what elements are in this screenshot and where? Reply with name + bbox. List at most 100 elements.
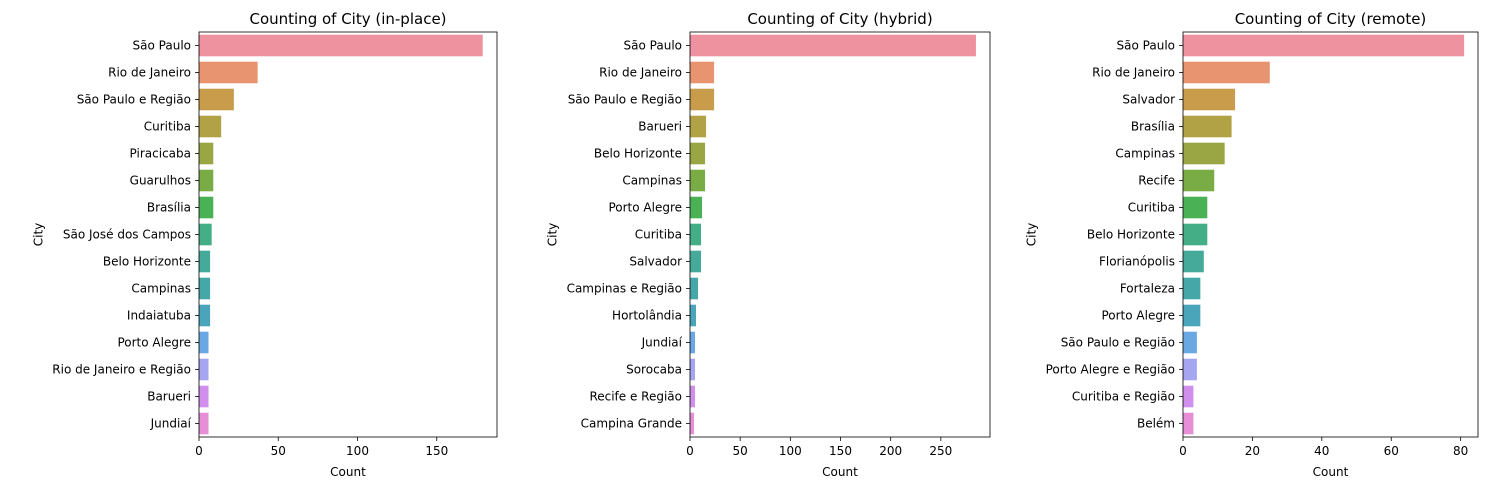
bar [690, 61, 715, 84]
x-tick-label: 40 [1314, 444, 1329, 458]
bar [1183, 412, 1194, 435]
bar [690, 412, 695, 435]
y-tick-label: Porto Alegre [1101, 309, 1175, 323]
x-axis-label: Count [330, 465, 366, 479]
y-tick-label: Rio de Janeiro e Região [52, 363, 191, 377]
bar [1183, 142, 1225, 165]
bar [199, 196, 214, 219]
y-tick-label: Florianópolis [1099, 255, 1175, 269]
bar [1183, 169, 1215, 192]
y-tick-label: Barueri [638, 120, 682, 134]
y-tick-label: Campina Grande [581, 417, 682, 431]
y-tick-label: Rio de Janeiro [1092, 66, 1175, 80]
x-tick-label: 0 [686, 444, 694, 458]
bar [199, 88, 234, 111]
x-tick-label: 50 [733, 444, 748, 458]
y-tick-label: Curitiba [144, 120, 191, 134]
y-tick-label: Brasília [147, 201, 191, 215]
bar [199, 277, 211, 300]
y-tick-label: Campinas e Região [567, 282, 682, 296]
y-tick-label: São Paulo [624, 39, 682, 53]
y-tick-label: Jundiaí [641, 336, 683, 350]
x-axis-label: Count [822, 465, 858, 479]
bar [690, 169, 706, 192]
chart-title: Counting of City (in-place) [249, 10, 446, 28]
bar [1183, 115, 1232, 138]
y-tick-label: Brasília [1131, 120, 1175, 134]
chart-panel-2: São Paulo Rio de Janeiro Salvador Brasília C… [1025, 10, 1479, 479]
bar [1183, 304, 1201, 327]
x-tick-label: 80 [1453, 444, 1468, 458]
chart-title: Counting of City (hybrid) [747, 10, 932, 28]
y-tick-label: São Paulo [1117, 39, 1175, 53]
bar [690, 358, 696, 381]
y-tick-label: Rio de Janeiro [108, 66, 191, 80]
bar [1183, 331, 1197, 354]
y-tick-label: Fortaleza [1120, 282, 1175, 296]
bar [1183, 61, 1270, 84]
bar [690, 88, 715, 111]
bar [199, 385, 209, 408]
y-tick-label: Campinas [131, 282, 191, 296]
x-tick-label: 50 [271, 444, 286, 458]
bar [1183, 223, 1208, 246]
x-tick-label: 20 [1245, 444, 1260, 458]
bar [690, 223, 702, 246]
bar [1183, 250, 1204, 273]
bar [690, 115, 707, 138]
bar [199, 358, 209, 381]
bar [1183, 358, 1197, 381]
bar [199, 250, 211, 273]
bar [199, 34, 483, 57]
y-tick-label: Belo Horizonte [103, 255, 191, 269]
chart-panel-1: São Paulo Rio de Janeiro São Paulo e Regiã… [546, 10, 991, 479]
bar [199, 331, 209, 354]
y-tick-label: Curitiba [1128, 201, 1175, 215]
y-tick-label: Belém [1137, 417, 1175, 431]
bar [1183, 385, 1194, 408]
y-tick-label: Belo Horizonte [594, 147, 682, 161]
bar [690, 196, 703, 219]
x-tick-label: 60 [1384, 444, 1399, 458]
y-axis-label: City [1025, 223, 1039, 247]
y-tick-label: Porto Alegre e Região [1046, 363, 1175, 377]
chart-panel-0: São Paulo Rio de Janeiro São Paulo e Regiã… [31, 10, 498, 479]
bar [690, 304, 697, 327]
y-axis-label: City [546, 223, 560, 247]
y-tick-label: Recife [1138, 174, 1175, 188]
bar [199, 412, 209, 435]
y-tick-label: Jundiaí [150, 417, 192, 431]
bar [199, 61, 258, 84]
y-tick-label: Barueri [147, 390, 191, 404]
x-tick-label: 250 [929, 444, 952, 458]
plot-frame [198, 31, 498, 438]
y-axis-label: City [31, 223, 45, 247]
bar [690, 331, 696, 354]
y-tick-label: São Paulo e Região [1061, 336, 1175, 350]
x-tick-label: 200 [879, 444, 902, 458]
y-tick-label: Rio de Janeiro [599, 66, 682, 80]
bar [1183, 34, 1465, 57]
bar [199, 304, 211, 327]
bar [1183, 277, 1201, 300]
y-tick-label: Guarulhos [130, 174, 191, 188]
y-tick-label: Hortolândia [612, 309, 682, 323]
y-tick-label: Piracicaba [130, 147, 191, 161]
plot-frame [689, 31, 991, 438]
y-tick-label: Campinas [622, 174, 682, 188]
bar [199, 142, 214, 165]
x-tick-label: 150 [425, 444, 448, 458]
bar [690, 385, 696, 408]
x-tick-label: 100 [346, 444, 369, 458]
y-tick-label: Recife e Região [589, 390, 682, 404]
x-tick-label: 0 [1179, 444, 1187, 458]
x-axis-label: Count [1313, 465, 1349, 479]
y-tick-label: Curitiba e Região [1072, 390, 1175, 404]
y-tick-label: Porto Alegre [608, 201, 682, 215]
y-tick-label: São Paulo e Região [568, 93, 682, 107]
bar [690, 250, 702, 273]
y-tick-label: Curitiba [635, 228, 682, 242]
y-tick-label: Indaiatuba [127, 309, 191, 323]
bar [690, 277, 699, 300]
